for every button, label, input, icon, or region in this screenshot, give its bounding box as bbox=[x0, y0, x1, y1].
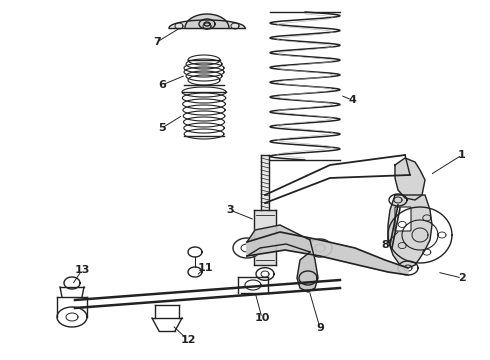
Text: 9: 9 bbox=[316, 323, 324, 333]
Text: 6: 6 bbox=[158, 80, 166, 90]
Polygon shape bbox=[261, 155, 269, 210]
Polygon shape bbox=[388, 195, 432, 268]
Text: 8: 8 bbox=[381, 240, 389, 250]
Text: 4: 4 bbox=[348, 95, 356, 105]
Polygon shape bbox=[395, 158, 425, 200]
Text: 1: 1 bbox=[458, 150, 466, 160]
Text: 5: 5 bbox=[158, 123, 166, 133]
Text: 2: 2 bbox=[458, 273, 466, 283]
Text: 7: 7 bbox=[153, 37, 161, 47]
Polygon shape bbox=[254, 210, 276, 265]
Polygon shape bbox=[247, 232, 408, 275]
Text: 3: 3 bbox=[226, 205, 234, 215]
FancyBboxPatch shape bbox=[395, 207, 411, 231]
Text: 10: 10 bbox=[254, 313, 270, 323]
Text: 11: 11 bbox=[197, 263, 213, 273]
Polygon shape bbox=[297, 240, 318, 292]
Polygon shape bbox=[247, 225, 310, 256]
Text: 13: 13 bbox=[74, 265, 90, 275]
Text: 12: 12 bbox=[180, 335, 196, 345]
